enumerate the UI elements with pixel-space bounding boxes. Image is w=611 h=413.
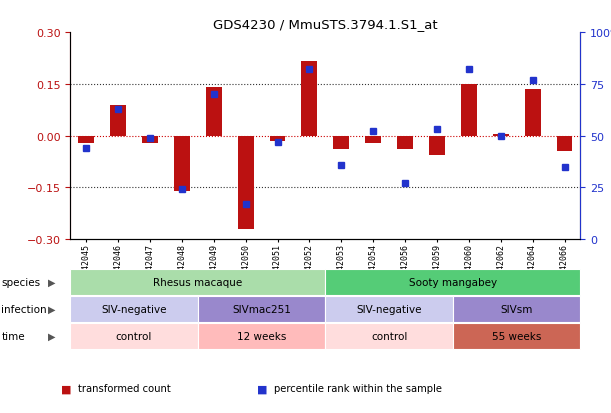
- Bar: [525, 90, 541, 136]
- Bar: [301, 62, 317, 136]
- Bar: [78, 136, 94, 143]
- Text: Rhesus macaque: Rhesus macaque: [153, 277, 243, 287]
- Bar: [110, 105, 126, 136]
- Text: control: control: [116, 331, 152, 341]
- Bar: [492, 135, 509, 136]
- Text: control: control: [371, 331, 408, 341]
- Text: Sooty mangabey: Sooty mangabey: [409, 277, 497, 287]
- Text: 12 weeks: 12 weeks: [237, 331, 287, 341]
- Bar: [206, 88, 222, 136]
- Text: ▶: ▶: [48, 277, 56, 287]
- Bar: [174, 136, 190, 191]
- Bar: [365, 136, 381, 143]
- Bar: [429, 136, 445, 155]
- Title: GDS4230 / MmuSTS.3794.1.S1_at: GDS4230 / MmuSTS.3794.1.S1_at: [213, 17, 437, 31]
- Text: SIVsm: SIVsm: [500, 304, 533, 314]
- Text: SIVmac251: SIVmac251: [232, 304, 291, 314]
- Bar: [334, 136, 349, 150]
- Text: time: time: [1, 331, 25, 341]
- Text: SIV-negative: SIV-negative: [101, 304, 167, 314]
- Text: 55 weeks: 55 weeks: [492, 331, 541, 341]
- Text: ■: ■: [257, 383, 267, 393]
- Bar: [461, 85, 477, 136]
- Text: SIV-negative: SIV-negative: [356, 304, 422, 314]
- Bar: [142, 136, 158, 143]
- Bar: [238, 136, 254, 229]
- Text: ▶: ▶: [48, 331, 56, 341]
- Text: transformed count: transformed count: [78, 383, 171, 393]
- Text: percentile rank within the sample: percentile rank within the sample: [274, 383, 442, 393]
- Bar: [269, 136, 285, 142]
- Text: ▶: ▶: [48, 304, 56, 314]
- Bar: [397, 136, 413, 150]
- Text: species: species: [1, 277, 40, 287]
- Bar: [557, 136, 573, 152]
- Text: infection: infection: [1, 304, 47, 314]
- Text: ■: ■: [61, 383, 71, 393]
